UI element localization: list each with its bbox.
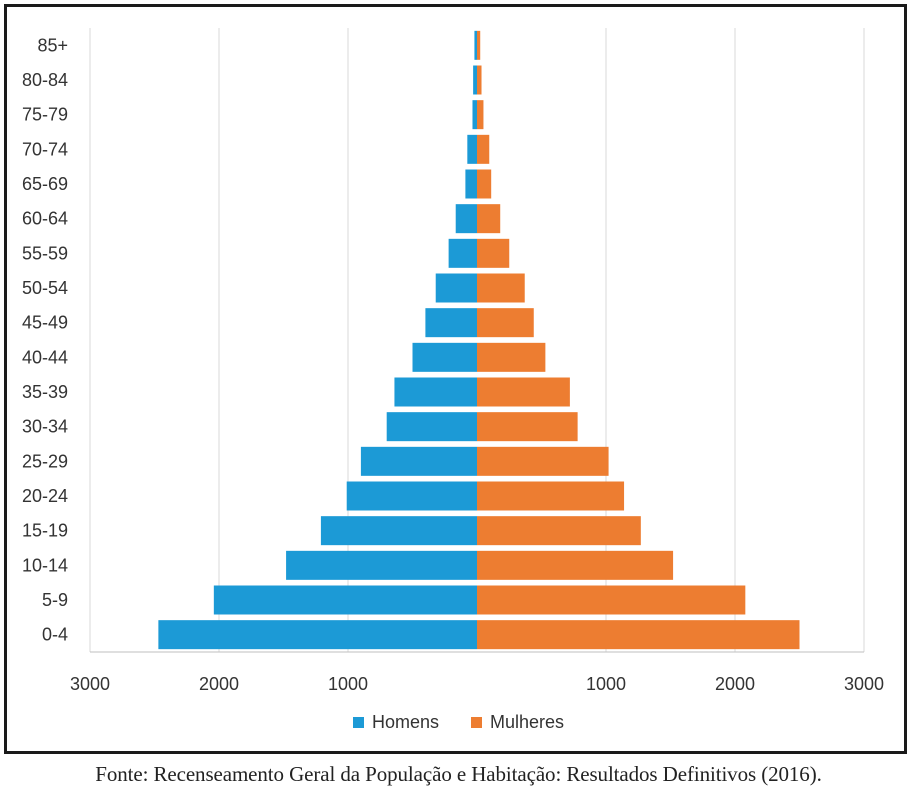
y-tick-label: 35-39 (22, 382, 68, 402)
x-tick-label: 1000 (586, 674, 626, 694)
bar-mulheres-30-34 (477, 412, 578, 442)
y-tick-label: 50-54 (22, 278, 68, 298)
y-tick-label: 80-84 (22, 70, 68, 90)
bar-mulheres-15-19 (477, 516, 641, 546)
bar-homens-45-49 (425, 308, 477, 338)
bar-homens-5-9 (213, 585, 477, 615)
bar-mulheres-10-14 (477, 550, 674, 580)
bar-mulheres-45-49 (477, 308, 534, 338)
x-tick-label: 3000 (844, 674, 884, 694)
legend-label-mulheres: Mulheres (490, 712, 565, 732)
bar-mulheres-70-74 (477, 134, 490, 164)
legend-item-homens: Homens (352, 712, 439, 733)
bar-homens-50-54 (435, 273, 477, 303)
source-caption: Fonte: Recenseamento Geral da População … (95, 762, 822, 786)
bar-mulheres-65-69 (477, 169, 492, 199)
legend-label-homens: Homens (371, 712, 439, 732)
y-tick-label: 70-74 (22, 139, 68, 159)
bar-homens-70-74 (467, 134, 477, 164)
y-tick-label: 10-14 (22, 555, 68, 575)
legend-item-mulheres: Mulheres (471, 712, 564, 733)
bar-homens-20-24 (346, 481, 477, 511)
y-tick-label: 85+ (37, 35, 68, 55)
bar-mulheres-20-24 (477, 481, 625, 511)
y-tick-label: 40-44 (22, 347, 68, 367)
y-tick-label: 75-79 (22, 105, 68, 125)
y-tick-label: 60-64 (22, 209, 68, 229)
y-tick-label: 20-24 (22, 486, 68, 506)
bar-homens-75-79 (472, 100, 477, 130)
y-tick-label: 5-9 (42, 590, 68, 610)
y-tick-label: 15-19 (22, 521, 68, 541)
bar-mulheres-55-59 (477, 238, 510, 268)
bar-homens-30-34 (386, 412, 477, 442)
bar-mulheres-75-79 (477, 100, 484, 130)
bar-homens-0-4 (158, 620, 477, 650)
bar-homens-60-64 (455, 204, 477, 234)
bar-mulheres-0-4 (477, 620, 800, 650)
bar-homens-80-84 (473, 65, 477, 95)
bar-homens-85+ (474, 30, 477, 60)
bar-mulheres-35-39 (477, 377, 570, 407)
bar-mulheres-25-29 (477, 446, 609, 476)
bar-homens-55-59 (448, 238, 477, 268)
y-tick-label: 45-49 (22, 313, 68, 333)
bar-mulheres-60-64 (477, 204, 501, 234)
bar-mulheres-40-44 (477, 342, 546, 372)
x-tick-label: 2000 (715, 674, 755, 694)
bar-homens-15-19 (320, 516, 477, 546)
bar-homens-25-29 (360, 446, 477, 476)
x-tick-label: 3000 (70, 674, 110, 694)
bar-mulheres-85+ (477, 30, 481, 60)
bar-mulheres-80-84 (477, 65, 482, 95)
bar-homens-40-44 (412, 342, 477, 372)
bar-mulheres-50-54 (477, 273, 525, 303)
x-tick-label: 2000 (199, 674, 239, 694)
y-tick-label: 30-34 (22, 417, 68, 437)
y-tick-label: 55-59 (22, 243, 68, 263)
bar-mulheres-5-9 (477, 585, 746, 615)
legend: Homens Mulheres (0, 712, 917, 733)
bar-homens-65-69 (465, 169, 477, 199)
population-pyramid-chart: 3000 2000 1000 1000 2000 3000 0-4 5-9 10-14 15-19… (22, 28, 884, 694)
legend-swatch-mulheres (471, 717, 482, 728)
y-tick-label: 65-69 (22, 174, 68, 194)
bar-homens-10-14 (286, 550, 477, 580)
bar-homens-35-39 (394, 377, 477, 407)
legend-swatch-homens (352, 717, 364, 728)
y-tick-label: 25-29 (22, 451, 68, 471)
y-tick-label: 0-4 (42, 625, 68, 645)
x-tick-label: 1000 (328, 674, 368, 694)
